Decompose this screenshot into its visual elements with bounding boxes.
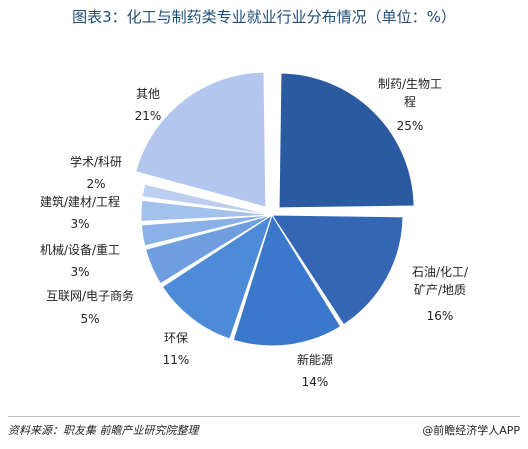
slice-label-7: 建筑/建材/工程 3% — [40, 194, 120, 231]
slice-name-1-line-1: 制药/生物工 — [378, 77, 442, 91]
pie-slice-4 — [161, 213, 273, 340]
slice-value-5: 5% — [80, 312, 99, 326]
slice-label-9: 其他 21% — [135, 87, 162, 123]
pie-slice-2 — [271, 214, 404, 326]
pie-slice-9 — [134, 71, 267, 208]
slice-name-3-line-1: 新能源 — [297, 352, 333, 367]
slice-label-8: 学术/科研 2% — [70, 154, 122, 191]
footer-divider — [8, 416, 520, 417]
slice-name-7-line-1: 建筑/建材/工程 — [40, 194, 120, 209]
slice-label-4: 环保 11% — [163, 331, 190, 367]
pie-slice-8 — [141, 183, 273, 216]
slice-label-5: 互联网/电子商务 5% — [46, 288, 134, 326]
chart-title: 图表3：化工与制药类专业就业行业分布情况（单位：%） — [72, 8, 456, 26]
slice-value-2: 16% — [427, 309, 454, 323]
slice-value-4: 11% — [163, 353, 190, 367]
slice-value-1: 25% — [397, 119, 424, 133]
pie-slices — [134, 71, 415, 347]
slice-name-8-line-1: 学术/科研 — [70, 154, 122, 169]
slice-name-9-line-1: 其他 — [136, 87, 160, 101]
slice-value-7: 3% — [70, 217, 89, 231]
slice-name-2-line-2: 矿产/地质 — [414, 283, 466, 297]
slice-name-2-line-1: 石油/化工/ — [412, 265, 469, 279]
pie-slice-1 — [278, 72, 415, 209]
slice-label-6: 机械/设备/重工 3% — [40, 242, 120, 279]
slice-value-8: 2% — [86, 177, 105, 191]
pie-slice-3 — [232, 213, 342, 347]
slice-label-2: 石油/化工/矿产/地质 16% — [412, 265, 469, 323]
slice-name-1-line-2: 程 — [404, 94, 416, 109]
slice-value-9: 21% — [135, 109, 162, 123]
slice-name-5-line-1: 互联网/电子商务 — [46, 288, 134, 303]
slice-name-6-line-1: 机械/设备/重工 — [40, 242, 120, 257]
pie-slice-5 — [144, 214, 273, 285]
brand-credit: @前瞻经济学人APP — [422, 424, 520, 437]
pie-slice-7 — [140, 199, 273, 222]
slice-label-3: 新能源 14% — [297, 352, 333, 389]
slice-name-4-line-1: 环保 — [164, 331, 188, 345]
slice-value-3: 14% — [302, 375, 329, 389]
slice-value-6: 3% — [70, 265, 89, 279]
source-note: 资料来源：职友集 前瞻产业研究院整理 — [8, 424, 199, 437]
pie-slice-6 — [140, 214, 273, 247]
